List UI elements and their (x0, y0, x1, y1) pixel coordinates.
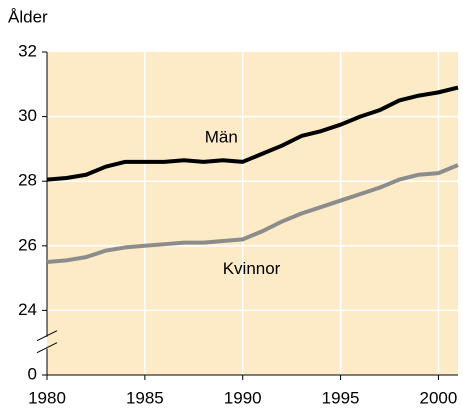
x-tick-label: 1990 (224, 388, 262, 407)
y-axis-label: Ålder (8, 7, 48, 26)
x-tick-label: 1995 (322, 388, 360, 407)
axis-break (36, 330, 58, 342)
line (46, 85, 459, 182)
line (46, 163, 459, 264)
y-tick-label: 28 (18, 171, 37, 190)
x-tick-label: 1980 (28, 388, 66, 407)
y-tick-label: 32 (18, 41, 37, 60)
y-tick-label: 26 (18, 235, 37, 254)
y-tick-label: 24 (18, 300, 37, 319)
x-tick-label: 2000 (420, 388, 458, 407)
y-tick-label: 0 (28, 364, 37, 383)
x-tick-label: 1985 (126, 388, 164, 407)
axis-break (36, 342, 58, 354)
series-label: Kvinnor (223, 259, 281, 278)
y-tick-label: 30 (18, 106, 37, 125)
series-label: Män (205, 127, 238, 146)
